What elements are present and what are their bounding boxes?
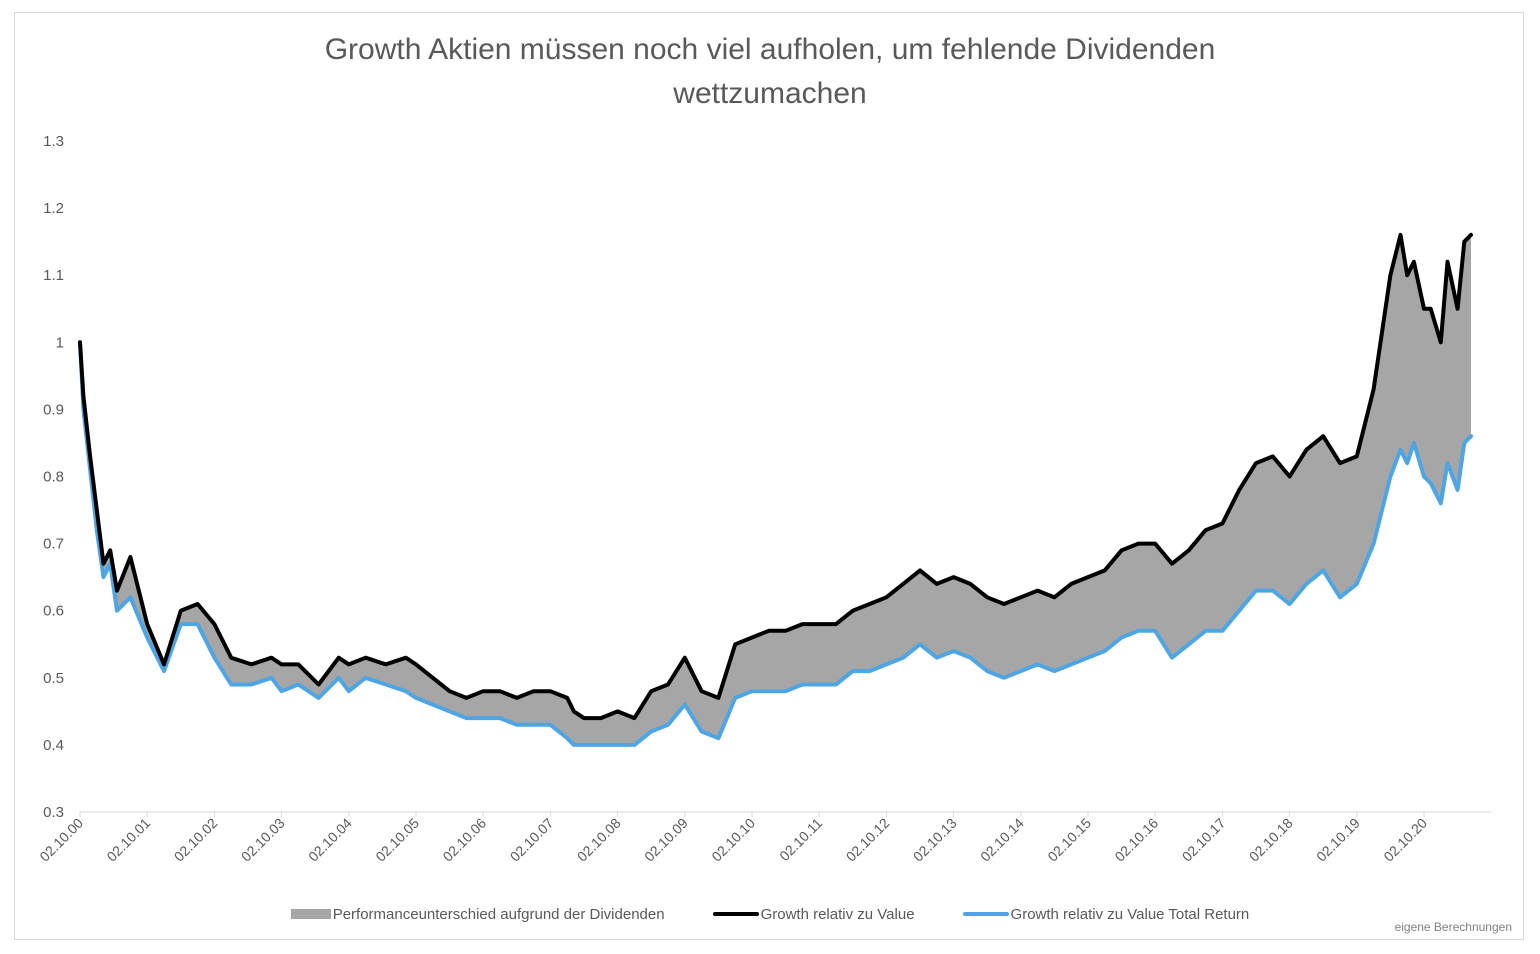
x-tick-label: 02.10.05	[372, 815, 422, 865]
y-axis: 0.3 0.4 0.5 0.6 0.7 0.8 0.9 1 1.1 1.2 1.3	[43, 133, 64, 821]
source-note: eigene Berechnungen	[1394, 920, 1512, 934]
chart-title: Growth Aktien müssen noch viel aufholen,…	[0, 28, 1540, 116]
y-tick-label: 1	[56, 334, 64, 351]
x-tick-label: 02.10.09	[641, 815, 691, 865]
y-tick-label: 1.1	[43, 267, 64, 284]
x-tick-label: 02.10.16	[1111, 815, 1161, 865]
x-tick-label: 02.10.00	[36, 815, 86, 865]
x-axis: 02.10.00 02.10.01 02.10.02 02.10.03 02.10.04…	[36, 811, 1492, 865]
x-tick-label: 02.10.06	[439, 815, 489, 865]
y-tick-label: 0.6	[43, 603, 64, 620]
y-tick-label: 0.5	[43, 670, 64, 687]
difference-area	[80, 234, 1471, 745]
legend-swatch-growth-value-tr	[962, 912, 1009, 916]
x-tick-label: 02.10.13	[910, 815, 960, 865]
legend-item-difference: Performanceunterschied aufgrund der Divi…	[290, 905, 665, 923]
x-tick-label: 02.10.07	[507, 815, 557, 865]
x-tick-label: 02.10.17	[1179, 815, 1229, 865]
x-tick-label: 02.10.01	[103, 815, 153, 865]
x-tick-label: 02.10.15	[1044, 815, 1094, 865]
series-line-growth-value-total-return	[78, 340, 1473, 747]
legend-swatch-difference	[290, 909, 331, 919]
legend-label-growth-value-tr: Growth relativ zu Value Total Return	[1010, 905, 1250, 923]
x-tick-label: 02.10.18	[1246, 815, 1296, 865]
legend-item-growth-value: Growth relativ zu Value	[712, 905, 915, 923]
y-tick-label: 0.8	[43, 469, 64, 486]
x-tick-label: 02.10.19	[1313, 815, 1363, 865]
chart-legend: Performanceunterschied aufgrund der Divi…	[0, 902, 1540, 926]
x-tick-label: 02.10.14	[977, 815, 1027, 865]
y-tick-label: 1.3	[43, 133, 64, 150]
y-tick-label: 1.2	[43, 200, 64, 217]
chart-title-line-2: wettzumachen	[673, 77, 867, 110]
y-tick-label: 0.7	[43, 536, 64, 553]
y-tick-label: 0.3	[43, 804, 64, 821]
legend-swatch-growth-value	[712, 912, 759, 916]
x-tick-label: 02.10.20	[1380, 815, 1430, 865]
x-tick-label: 02.10.11	[776, 815, 825, 864]
legend-label-growth-value: Growth relativ zu Value	[760, 905, 915, 923]
x-tick-label: 02.10.10	[708, 815, 758, 865]
x-tick-label: 02.10.08	[574, 815, 624, 865]
legend-label-difference: Performanceunterschied aufgrund der Divi…	[332, 905, 665, 923]
series-line-growth-value	[78, 232, 1473, 721]
x-tick-label: 02.10.03	[238, 815, 288, 865]
chart-marks	[78, 232, 1473, 747]
legend-item-growth-value-tr: Growth relativ zu Value Total Return	[962, 905, 1250, 923]
x-tick-label: 02.10.02	[171, 815, 221, 865]
y-tick-label: 0.4	[43, 737, 64, 754]
chart-frame	[14, 12, 1524, 940]
x-tick-label: 02.10.12	[843, 815, 893, 865]
x-tick-label: 02.10.04	[305, 815, 355, 865]
y-tick-label: 0.9	[43, 401, 64, 418]
chart-title-line-1: Growth Aktien müssen noch viel aufholen,…	[324, 33, 1216, 66]
